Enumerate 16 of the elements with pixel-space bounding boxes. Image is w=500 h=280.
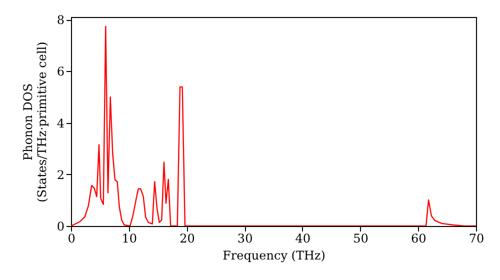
y-axis-title: Phonon DOS (States/THz·primitive cell) xyxy=(20,42,49,202)
x-tick-label: 10 xyxy=(122,232,137,246)
x-tick-label: 20 xyxy=(180,232,195,246)
y-tick-label: 2 xyxy=(56,168,64,182)
y-tick-label: 8 xyxy=(56,13,64,28)
x-axis-title: Frequency (THz) xyxy=(222,248,326,262)
y-tick-label: 4 xyxy=(56,116,65,130)
x-tick-label: 40 xyxy=(295,232,311,246)
x-tick-label: 70 xyxy=(468,232,484,246)
x-tick-label: 30 xyxy=(237,232,253,246)
x-tick-label: 0 xyxy=(68,232,76,246)
y-tick-label: 0 xyxy=(56,220,64,234)
x-tick-label: 50 xyxy=(353,232,368,246)
x-tick-label: 60 xyxy=(411,232,426,246)
y-tick-label: 6 xyxy=(56,64,64,79)
line-series xyxy=(71,26,476,226)
